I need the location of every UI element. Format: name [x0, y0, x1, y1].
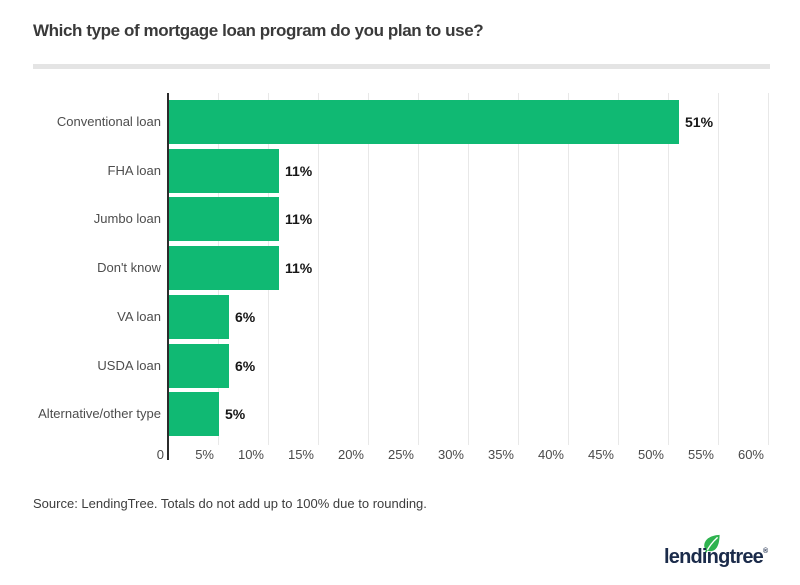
bar-chart: Conventional loan 51% FHA loan 11% Jumbo loa… [38, 93, 769, 462]
category-label: FHA loan [107, 163, 161, 178]
value-label: 11% [285, 260, 313, 276]
value-label: 6% [235, 358, 256, 374]
category-label: USDA loan [97, 358, 161, 373]
value-label: 11% [285, 163, 313, 179]
bar [169, 246, 279, 290]
category-label: Jumbo loan [93, 211, 161, 226]
title-divider [33, 64, 770, 69]
x-tick-label: 10% [237, 447, 264, 462]
chart-title: Which type of mortgage loan program do y… [33, 21, 484, 40]
x-tick-label: 55% [687, 447, 714, 462]
logo-wordmark: lendingtree® [664, 546, 768, 569]
x-tick-label: 45% [587, 447, 614, 462]
gridline [618, 93, 619, 445]
gridline [318, 93, 319, 445]
registered-mark: ® [763, 548, 769, 555]
gridline [368, 93, 369, 445]
gridline [418, 93, 419, 445]
bar [169, 295, 229, 339]
gridline [468, 93, 469, 445]
lendingtree-logo: lendingtree® [664, 534, 780, 570]
category-label: Conventional loan [56, 114, 161, 129]
gridline [568, 93, 569, 445]
gridline [768, 93, 769, 445]
bar [169, 197, 279, 241]
x-tick-label: 20% [337, 447, 364, 462]
x-tick-label: 30% [437, 447, 464, 462]
leaf-icon [704, 534, 720, 553]
bar [169, 392, 219, 436]
category-label: Don't know [97, 260, 161, 275]
x-tick-label: 50% [637, 447, 664, 462]
value-label: 5% [225, 406, 246, 422]
gridline [518, 93, 519, 445]
value-label: 11% [285, 211, 313, 227]
category-label: VA loan [117, 309, 161, 324]
y-axis-line [167, 93, 169, 460]
gridline [718, 93, 719, 445]
bar [169, 344, 229, 388]
x-tick-label: 0 [156, 447, 164, 462]
value-label: 51% [685, 114, 714, 130]
x-tick-label: 35% [487, 447, 514, 462]
x-tick-label: 5% [195, 447, 214, 462]
category-label: Alternative/other type [38, 406, 161, 421]
x-tick-label: 60% [737, 447, 764, 462]
gridline [668, 93, 669, 445]
bar [169, 149, 279, 193]
logo-text: lendingtree [664, 546, 764, 568]
x-tick-label: 25% [387, 447, 414, 462]
x-tick-label: 40% [537, 447, 564, 462]
source-note: Source: LendingTree. Totals do not add u… [33, 496, 427, 511]
x-tick-label: 15% [287, 447, 314, 462]
bar [169, 100, 679, 144]
value-label: 6% [235, 309, 256, 325]
